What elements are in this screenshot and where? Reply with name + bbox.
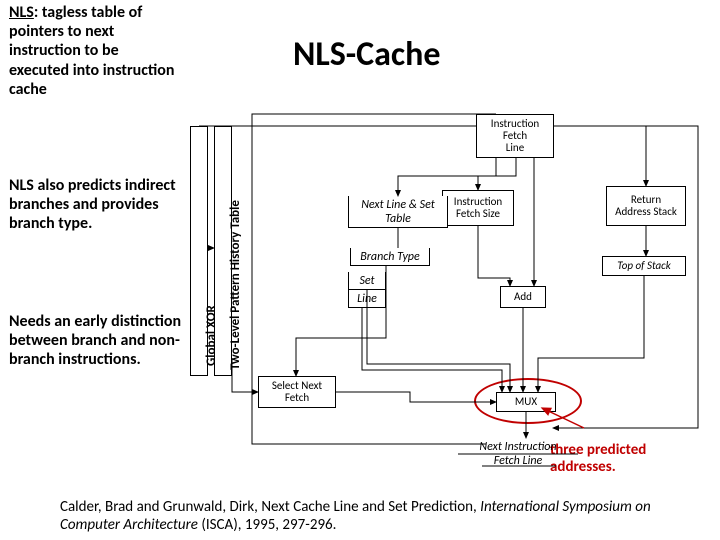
citation: Calder, Brad and Grunwald, Dirk, Next Ca… [60, 498, 680, 534]
sidebar-note-1: NLS: tagless table of pointers to next i… [9, 3, 179, 99]
citation-paper: Next Cache Line and Set Prediction, [261, 498, 480, 516]
page-title: NLS-Cache [293, 35, 441, 76]
sidebar-note-2: NLS also predicts indirect branches and … [9, 176, 179, 234]
citation-authors: Calder, Brad and Grunwald, Dirk, [60, 498, 261, 516]
sidebar-note-3: Needs an early distinction between branc… [9, 312, 187, 370]
sidebar-note-1-text: NLS: tagless table of pointers to next i… [9, 3, 174, 99]
citation-rest: (ISCA), 1995, 297-296. [198, 516, 337, 534]
diagram-wires [186, 108, 708, 470]
nls-cache-diagram: Global XOR Two-Level Pattern History Tab… [186, 108, 708, 470]
